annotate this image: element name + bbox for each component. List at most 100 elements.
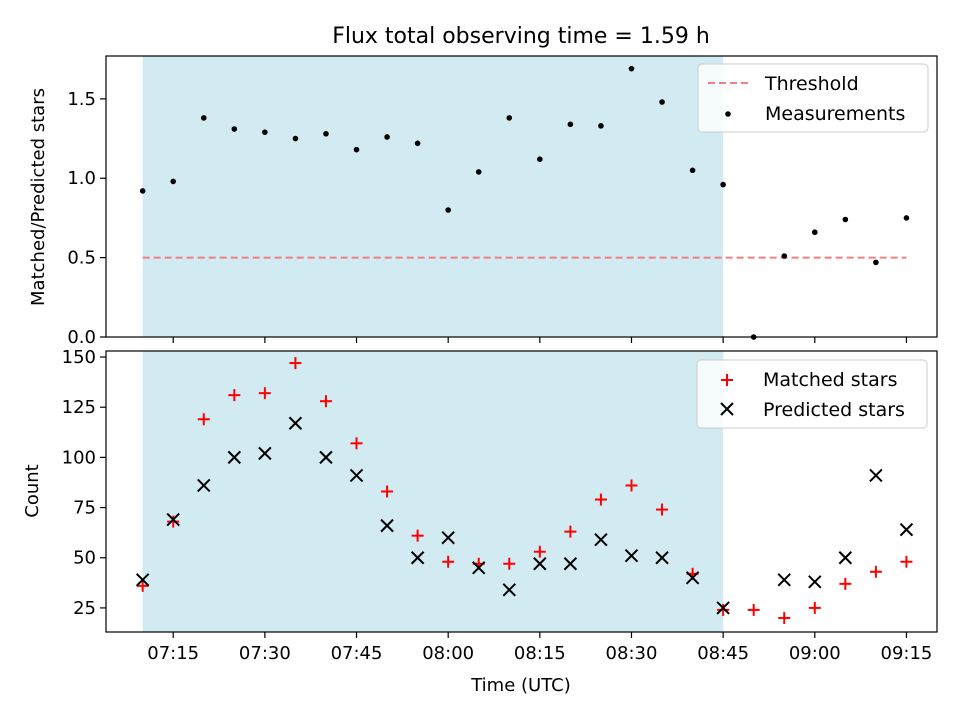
- matched-star-point: [808, 601, 821, 614]
- measurement-point: [659, 99, 665, 105]
- matched-star-point: [411, 529, 424, 542]
- chart-title: Flux total observing time = 1.59 h: [332, 24, 710, 49]
- top-shaded-region: [142, 56, 724, 337]
- measurement-point: [353, 146, 360, 153]
- matched-star-point: [289, 357, 302, 370]
- matched-star-point: [564, 525, 577, 538]
- measurement-point: [842, 216, 849, 223]
- matched-star-point: [533, 545, 546, 558]
- measurement-point: [720, 181, 726, 188]
- measurement-point: [475, 169, 482, 175]
- predicted-star-point: [135, 573, 150, 587]
- matched-star-point: [319, 395, 332, 408]
- top-y-tick-label: 0.0: [67, 327, 96, 348]
- measurement-point: [262, 129, 268, 136]
- measurement-point: [811, 229, 818, 236]
- measurement-points: [139, 65, 910, 340]
- matched-star-point: [167, 515, 180, 528]
- x-axis-label: Time (UTC): [470, 675, 571, 696]
- predicted-star-point: [227, 450, 242, 465]
- top-y-tick-label: 1.5: [67, 89, 96, 110]
- top-panel: 0.0 0.5 1.0 1.5 Matched/Predicted stars Thr…: [28, 55, 938, 348]
- measurement-point: [567, 121, 574, 128]
- predicted-star-point: [838, 551, 853, 565]
- measurement-point: [139, 188, 146, 194]
- matched-star-point: [778, 611, 791, 624]
- x-tick-label: 07:45: [331, 643, 383, 664]
- measurement-point: [598, 123, 604, 129]
- predicted-star-point: [624, 549, 639, 563]
- matched-star-point: [900, 555, 913, 568]
- measurement-point: [873, 259, 879, 266]
- bottom-shaded-region: [142, 351, 724, 632]
- predicted-star-point: [380, 518, 394, 533]
- measurement-point: [628, 65, 635, 72]
- predicted-star-point: [410, 551, 425, 565]
- bottom-y-tick-label: 75: [73, 498, 96, 519]
- predicted-star-point: [869, 468, 883, 483]
- matched-star-point: [747, 603, 760, 616]
- matched-star-point: [869, 565, 882, 578]
- bottom-y-tick-label: 100: [62, 447, 96, 468]
- predicted-star-point: [472, 561, 486, 575]
- legend-measurements-swatch: [725, 111, 731, 117]
- x-tick-label: 09:15: [881, 643, 933, 664]
- measurement-point: [414, 140, 421, 147]
- bottom-x-axis: 07:15 07:30 07:45 08:00 08:15 08:30 08:45 09:00…: [147, 632, 932, 664]
- legend-matched-label: Matched stars: [763, 369, 897, 391]
- top-legend-box: [697, 63, 929, 133]
- predicted-stars-points: [135, 416, 914, 615]
- measurement-point: [384, 134, 390, 140]
- x-tick-label: 07:30: [239, 643, 291, 664]
- predicted-star-point: [716, 601, 730, 615]
- matched-star-point: [594, 493, 607, 506]
- x-tick-label: 08:00: [422, 643, 474, 664]
- measurement-point: [231, 126, 238, 132]
- matched-star-point: [136, 579, 149, 592]
- predicted-star-point: [319, 450, 333, 465]
- top-plot-frame: [105, 55, 938, 338]
- predicted-star-point: [777, 573, 791, 587]
- legend-predicted-label: Predicted stars: [763, 399, 905, 421]
- x-tick-label: 09:00: [789, 643, 841, 664]
- matched-star-point: [228, 389, 241, 402]
- predicted-star-point: [655, 551, 669, 565]
- measurement-point: [200, 115, 207, 121]
- matched-star-point: [503, 557, 516, 570]
- matched-star-point: [197, 413, 210, 426]
- legend-predicted-swatch: [720, 402, 734, 416]
- x-tick-label: 08:15: [514, 643, 566, 664]
- matched-star-point: [839, 577, 852, 590]
- predicted-star-point: [899, 522, 914, 537]
- top-y-axis: 0.0 0.5 1.0 1.5: [67, 89, 106, 348]
- legend-measurements-label: Measurements: [765, 103, 905, 125]
- bottom-y-tick-label: 125: [62, 397, 96, 418]
- x-tick-label: 08:45: [697, 643, 749, 664]
- bottom-y-tick-label: 150: [62, 347, 96, 368]
- bottom-y-tick-label: 25: [73, 598, 96, 619]
- predicted-star-point: [197, 478, 211, 493]
- matched-stars-points: [136, 357, 913, 624]
- predicted-star-point: [166, 512, 180, 527]
- predicted-star-point: [502, 583, 516, 597]
- measurement-point: [323, 130, 329, 137]
- matched-star-point: [625, 479, 638, 492]
- matched-star-point: [350, 437, 363, 450]
- predicted-star-point: [685, 571, 700, 585]
- top-legend: Threshold Measurements: [697, 63, 929, 133]
- matched-star-point: [442, 555, 455, 568]
- bottom-legend-box: [696, 359, 928, 429]
- top-y-axis-label: Matched/Predicted stars: [28, 88, 49, 306]
- bottom-y-axis: 25 50 75 100 125 150: [62, 347, 106, 619]
- top-y-tick-label: 0.5: [67, 248, 96, 269]
- predicted-star-point: [258, 446, 272, 461]
- predicted-star-point: [533, 557, 547, 571]
- x-tick-label: 07:15: [147, 643, 199, 664]
- measurement-point: [689, 167, 696, 174]
- x-tick-label: 08:30: [606, 643, 658, 664]
- predicted-star-point: [349, 468, 364, 483]
- top-y-tick-label: 1.0: [67, 168, 96, 189]
- bottom-legend: Matched stars Predicted stars: [696, 359, 928, 429]
- legend-matched-swatch: [721, 374, 733, 386]
